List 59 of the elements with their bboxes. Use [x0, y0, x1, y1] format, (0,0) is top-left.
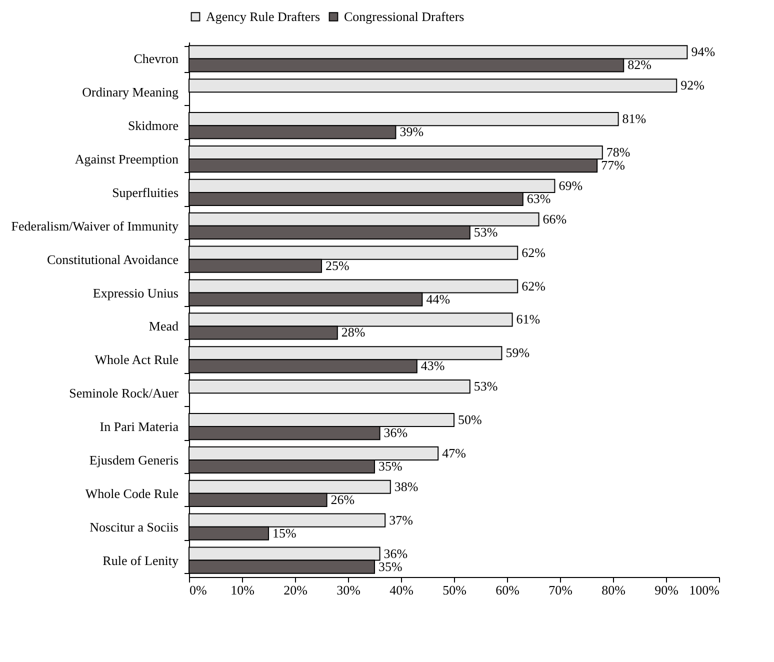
- data-label: 92%: [680, 78, 705, 93]
- legend-label: Agency Rule Drafters: [206, 8, 320, 24]
- data-label: 82%: [628, 57, 652, 72]
- data-label: 35%: [378, 558, 402, 574]
- y-tick-label: Superfluities: [112, 184, 178, 200]
- data-label: 43%: [420, 358, 445, 374]
- y-tick-label: Skidmore: [128, 118, 179, 134]
- x-tick-label: 40%: [390, 582, 414, 598]
- y-tick-label: Expressio Unius: [92, 285, 178, 300]
- data-label: 50%: [458, 412, 482, 428]
- data-label: 37%: [389, 512, 414, 528]
- data-label: 53%: [474, 378, 498, 394]
- data-label: 62%: [522, 278, 546, 294]
- data-label: 26%: [330, 492, 355, 507]
- x-tick-label: 90%: [654, 582, 679, 598]
- y-tick-label: Against Preemption: [74, 152, 179, 167]
- data-label: 38%: [394, 478, 418, 494]
- y-tick-label: Federalism/Waiver of Immunity: [11, 218, 179, 234]
- data-label: 25%: [326, 258, 350, 273]
- y-tick-label: Whole Act Rule: [94, 352, 179, 368]
- x-tick-label: 10%: [230, 582, 255, 598]
- data-label: 62%: [522, 244, 546, 260]
- data-label: 69%: [558, 178, 583, 193]
- y-tick-label: Chevron: [134, 51, 179, 66]
- y-tick-label: Whole Code Rule: [85, 486, 179, 501]
- data-label: 39%: [400, 124, 424, 140]
- y-tick-label: Mead: [148, 318, 179, 334]
- data-label: 28%: [341, 324, 366, 340]
- x-tick-label: 50%: [442, 582, 467, 598]
- x-tick-label: 0%: [190, 582, 207, 598]
- y-tick-label: Ejusdem Generis: [89, 452, 178, 468]
- data-label: 63%: [526, 190, 551, 206]
- data-label: 35%: [378, 458, 402, 474]
- y-tick-label: In Pari Materia: [100, 419, 179, 434]
- x-tick-label: 70%: [548, 582, 573, 598]
- data-label: 15%: [272, 525, 296, 540]
- data-label: 66%: [542, 211, 567, 226]
- y-tick-label: Ordinary Meaning: [82, 84, 179, 100]
- data-label: 53%: [474, 224, 498, 240]
- data-label: 94%: [691, 44, 716, 60]
- data-label: 36%: [384, 546, 408, 561]
- data-label: 44%: [426, 291, 450, 306]
- x-tick-label: 20%: [284, 582, 308, 598]
- y-tick-label: Noscitur a Sociis: [90, 519, 178, 534]
- legend-label: Congressional Drafters: [344, 8, 464, 24]
- data-label: 81%: [622, 111, 646, 126]
- data-label: 78%: [606, 144, 630, 160]
- data-label: 47%: [442, 445, 466, 460]
- y-tick-label: Constitutional Avoidance: [46, 252, 179, 267]
- data-label: 59%: [506, 345, 530, 360]
- x-tick-label: 100%: [689, 582, 720, 598]
- y-tick-label: Rule of Lenity: [102, 552, 179, 568]
- data-label: 36%: [384, 425, 408, 440]
- data-label: 77%: [601, 158, 626, 173]
- y-tick-label: Seminole Rock/Auer: [69, 386, 180, 401]
- x-tick-label: 80%: [602, 582, 626, 598]
- data-label: 61%: [516, 312, 540, 327]
- x-tick-label: 30%: [336, 582, 361, 598]
- x-tick-label: 60%: [496, 582, 520, 598]
